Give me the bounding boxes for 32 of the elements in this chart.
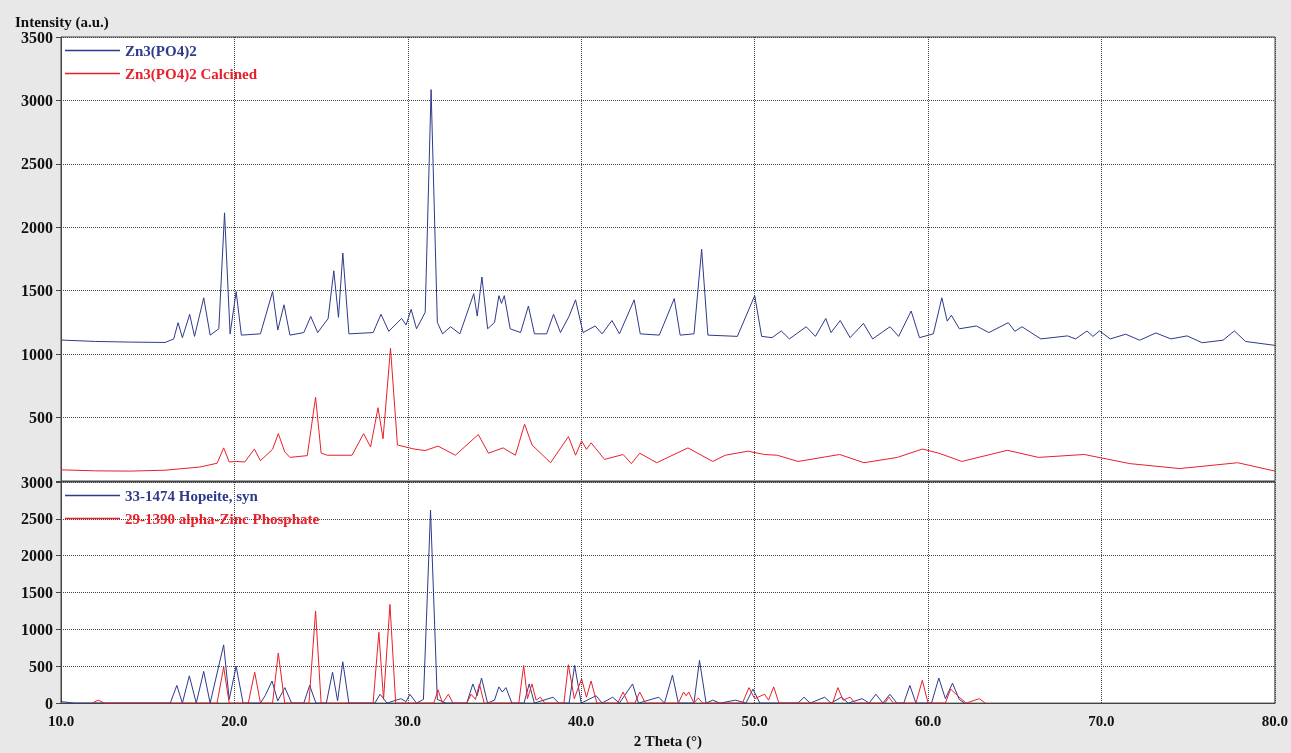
y-tick-label: 1500 bbox=[21, 282, 53, 300]
y-tick-label: 3500 bbox=[21, 28, 53, 46]
y-tick-label: 1000 bbox=[21, 345, 53, 363]
y-tick-label: 3000 bbox=[21, 91, 53, 109]
line-series bbox=[91, 603, 986, 704]
y-tick-label: 500 bbox=[29, 657, 53, 675]
legend-label: Zn3(PO4)2 bbox=[125, 42, 197, 60]
line-series bbox=[60, 89, 1276, 346]
line-series bbox=[60, 347, 1276, 472]
x-tick-label: 80.0 bbox=[1261, 712, 1288, 729]
legend-label: 33-1474 Hopeite, syn bbox=[125, 487, 259, 504]
y-tick-label: 2500 bbox=[21, 155, 53, 173]
x-tick-label: 30.0 bbox=[394, 712, 421, 729]
y-tick-label: 1500 bbox=[21, 584, 53, 602]
y-tick-label: 2000 bbox=[21, 218, 53, 236]
y-tick-label: 2000 bbox=[21, 547, 53, 565]
y-tick-label: 2500 bbox=[21, 510, 53, 528]
legend-label: Zn3(PO4)2 Calcined bbox=[125, 65, 258, 83]
x-tick-label: 40.0 bbox=[568, 712, 595, 729]
x-tick-label: 20.0 bbox=[221, 712, 248, 729]
x-tick-label: 10.0 bbox=[47, 712, 75, 729]
x-tick-label: 70.0 bbox=[1088, 712, 1115, 729]
x-tick-label: 60.0 bbox=[914, 712, 942, 729]
y-tick-label: 1000 bbox=[21, 620, 53, 638]
y-tick-label: 3000 bbox=[21, 473, 53, 491]
y-tick-label: 500 bbox=[29, 409, 53, 427]
x-axis-title: 2 Theta (°) bbox=[633, 732, 703, 750]
legend-label: 29-1390 alpha-Zinc Phosphate bbox=[125, 510, 320, 527]
y-axis-title: Intensity (a.u.) bbox=[15, 13, 109, 31]
x-tick-label: 50.0 bbox=[741, 712, 768, 729]
y-tick-label: 0 bbox=[45, 694, 53, 712]
line-series bbox=[60, 509, 965, 704]
